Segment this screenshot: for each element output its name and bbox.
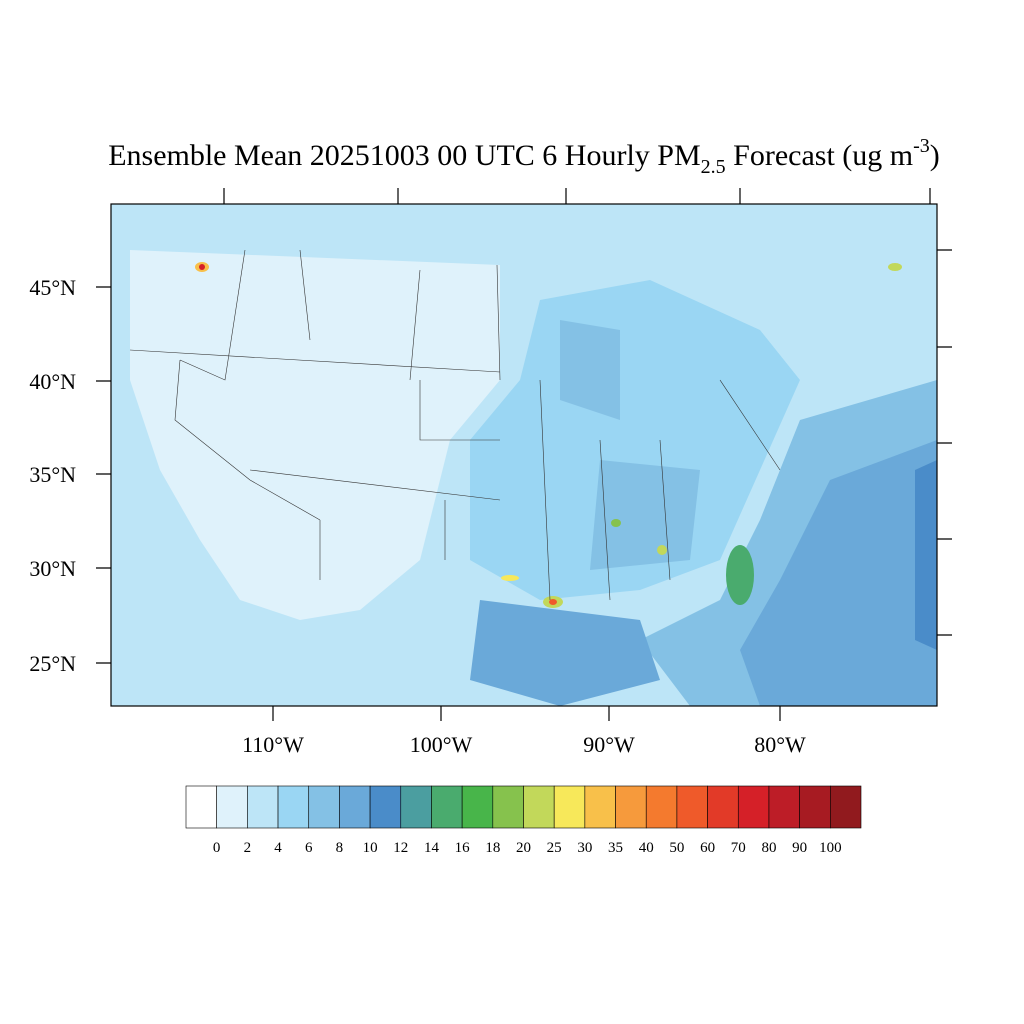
atlantic-deep: [740, 440, 937, 706]
east-land: [470, 280, 800, 600]
colorbar-label: 70: [731, 840, 746, 856]
color-box: [768, 785, 800, 829]
colorbar-label: 12: [393, 840, 408, 856]
colorbar-label: 4: [274, 840, 282, 856]
color-box: [400, 785, 432, 829]
colorbar-label: 35: [608, 840, 623, 856]
colorbar-label: 40: [639, 840, 654, 856]
title-subscript: 2.5: [701, 156, 726, 178]
lat-label: 35°N: [29, 462, 76, 487]
atlantic-edge: [915, 460, 937, 650]
axis-labels: 45°N 40°N 35°N 30°N 25°N 110°W 100°W 90°W 80°W: [29, 275, 806, 757]
colorbar-label: 90: [792, 840, 807, 856]
map-frame: [110, 203, 938, 707]
lat-label: 45°N: [29, 275, 76, 300]
colorbar-label: 6: [305, 840, 313, 856]
frame-ticks: [96, 188, 952, 721]
colorbar-label: 25: [547, 840, 562, 856]
hotspot: [199, 264, 205, 270]
color-box: [461, 785, 494, 829]
colorbar-label: 2: [244, 840, 252, 856]
color-box: [431, 785, 463, 829]
west-land: [130, 250, 500, 620]
color-box: [707, 785, 739, 829]
lat-label: 25°N: [29, 651, 76, 676]
title-superscript: -3: [913, 135, 930, 157]
colorbar-label: 10: [363, 840, 378, 856]
colorbar-label: 0: [213, 840, 221, 856]
color-box: [523, 785, 555, 829]
lon-label: 100°W: [410, 732, 473, 757]
lon-label: 110°W: [242, 732, 304, 757]
hotspot: [888, 263, 902, 271]
color-box: [584, 785, 616, 829]
lat-label: 30°N: [29, 556, 76, 581]
hotspot: [549, 599, 557, 605]
title-main: Ensemble Mean 20251003 00 UTC 6 Hourly P…: [108, 139, 700, 172]
color-box: [308, 785, 340, 829]
colorbar-label: 16: [455, 840, 471, 856]
colorbar-label: 18: [485, 840, 500, 856]
hotspot: [657, 545, 667, 555]
lon-label: 90°W: [583, 732, 635, 757]
color-box: [799, 785, 831, 829]
colorbar-label: 8: [336, 840, 344, 856]
color-box: [737, 785, 770, 829]
color-box: [553, 785, 586, 829]
color-box: [615, 785, 647, 829]
boundaries: [129, 249, 781, 601]
colorbar-label: 80: [761, 840, 776, 856]
title-after: Forecast (ug m: [726, 139, 913, 172]
hotspot: [501, 575, 519, 581]
lat-label: 40°N: [29, 369, 76, 394]
color-box: [339, 785, 371, 829]
color-box: [676, 785, 708, 829]
colorbar-label: 100: [819, 840, 842, 856]
title-end: ): [930, 139, 940, 172]
gulf: [470, 600, 660, 706]
color-box: [645, 785, 678, 829]
color-box: [830, 785, 862, 829]
colorbar-label: 50: [669, 840, 684, 856]
title: Ensemble Mean 20251003 00 UTC 6 Hourly P…: [108, 135, 940, 178]
color-box: [492, 785, 524, 829]
hotspot: [611, 519, 621, 527]
hotspot: [726, 545, 754, 605]
color-box: [185, 785, 217, 829]
map-field: [110, 203, 938, 707]
colorbar-label: 30: [577, 840, 592, 856]
colorbar-label: 14: [424, 840, 440, 856]
colorbar: 0 2 4 6 8 10 12 14 16 18 20 25 30 35 40 50 60 70 80 90 100: [185, 785, 862, 856]
color-box: [369, 785, 402, 829]
colorbar-label: 20: [516, 840, 531, 856]
colorbar-label: 60: [700, 840, 715, 856]
color-box: [216, 785, 248, 829]
lon-label: 80°W: [754, 732, 806, 757]
color-box: [277, 785, 310, 829]
color-box: [247, 785, 279, 829]
ticks: [96, 188, 952, 721]
